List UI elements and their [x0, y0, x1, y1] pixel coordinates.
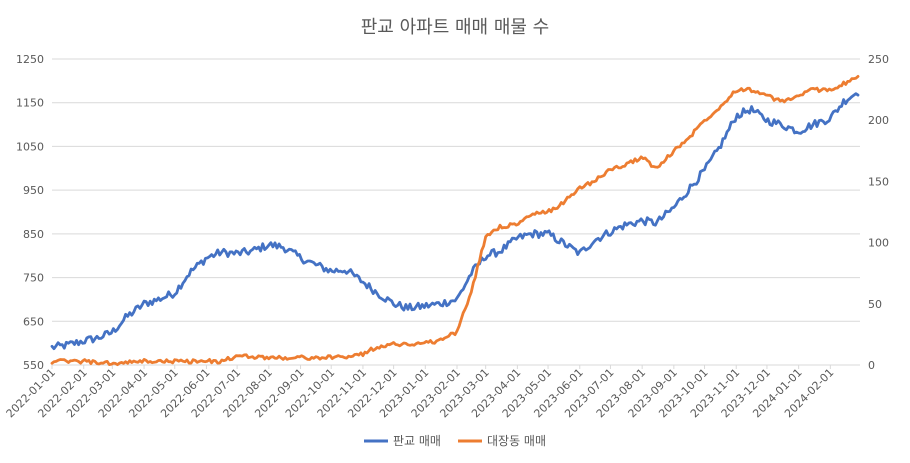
- left-tick-label: 550: [23, 359, 44, 372]
- left-tick-label: 1050: [16, 140, 44, 153]
- series-lines: [50, 75, 860, 367]
- left-tick-label: 1250: [16, 53, 44, 66]
- x-axis-ticks: 2022-01-012022-02-012022-03-012022-04-01…: [4, 365, 836, 420]
- legend-label-pangyo: 판교 매매: [393, 434, 441, 448]
- left-tick-label: 750: [23, 272, 44, 285]
- left-tick-label: 950: [23, 184, 44, 197]
- chart-title: 판교 아파트 매매 매물 수: [361, 17, 550, 38]
- right-tick-label: 100: [868, 237, 889, 250]
- right-tick-label: 50: [868, 298, 882, 311]
- left-tick-label: 850: [23, 228, 44, 241]
- gridlines: [52, 58, 860, 366]
- series-line-pangyo: [50, 92, 860, 351]
- series-line-daejang: [50, 75, 860, 367]
- left-tick-label: 650: [23, 315, 44, 328]
- right-tick-label: 250: [868, 53, 889, 66]
- legend-label-daejang: 대장동 매매: [487, 434, 546, 448]
- right-y-axis-ticks: 0 50 100 150 200 250: [868, 53, 889, 372]
- right-tick-label: 150: [868, 175, 889, 188]
- legend: 판교 매매 대장동 매매: [364, 434, 546, 448]
- left-y-axis-ticks: 550 650 750 850 950 1050 1150 1250: [16, 53, 44, 372]
- left-tick-label: 1150: [16, 97, 44, 110]
- right-tick-label: 0: [868, 359, 875, 372]
- right-tick-label: 200: [868, 114, 889, 127]
